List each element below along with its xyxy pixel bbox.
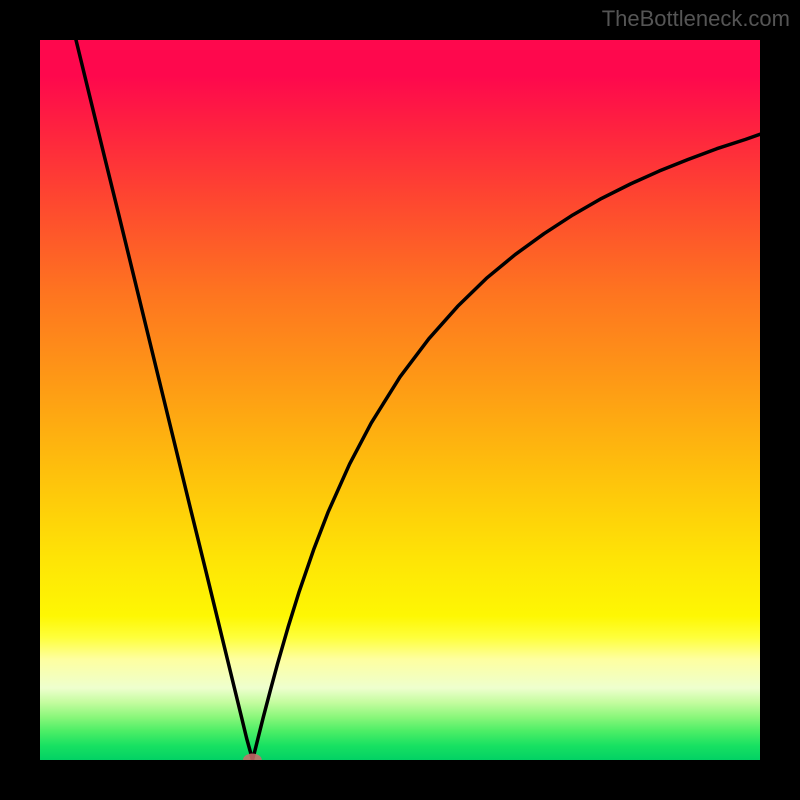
plot-area	[40, 40, 760, 760]
attribution-label: TheBottleneck.com	[602, 6, 790, 32]
chart-svg	[40, 40, 760, 760]
gradient-background	[40, 40, 760, 760]
